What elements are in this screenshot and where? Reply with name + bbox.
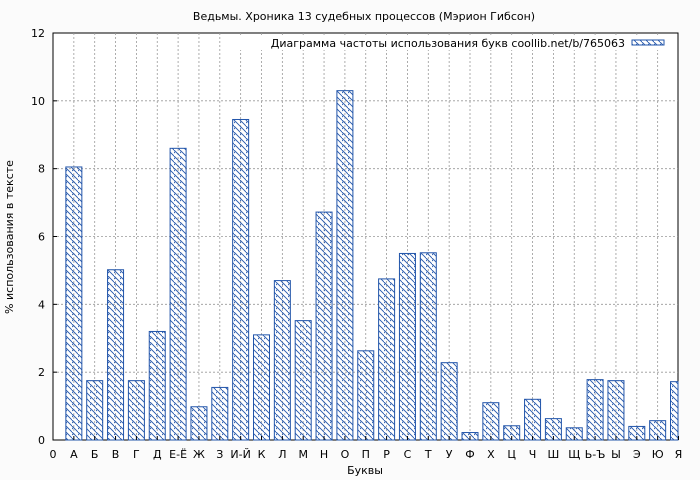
y-tick-label: 2 (38, 366, 45, 379)
bar (65, 166, 83, 441)
bar (482, 402, 500, 441)
bar (107, 269, 125, 441)
bar (315, 211, 333, 441)
x-tick-label: Ф (465, 448, 474, 461)
x-tick-label: К (258, 448, 266, 461)
bar (169, 147, 187, 441)
x-tick-label: Ю (652, 448, 664, 461)
x-tick-label: Э (633, 448, 641, 461)
y-tick-label: 6 (38, 231, 45, 244)
x-tick-label: Ж (193, 448, 205, 461)
y-tick-label: 0 (38, 434, 45, 447)
bar (190, 406, 208, 441)
legend-background (240, 36, 674, 50)
x-tick-label: 0 (50, 448, 57, 461)
x-tick-label: Ь-Ъ (585, 448, 606, 461)
x-tick-label: Ш (548, 448, 560, 461)
x-tick-label: М (298, 448, 308, 461)
x-tick-label: Т (424, 448, 432, 461)
x-tick-label: Х (487, 448, 495, 461)
legend-swatch (631, 39, 665, 46)
x-tick-label: З (216, 448, 223, 461)
x-tick-label: Г (133, 448, 140, 461)
bar (127, 380, 145, 441)
x-axis-ticks: 0 А Б В Г Д Е-Ё Ж З И-Й К Л М Н О П Р С Т У Ф Х Ц Ч Ш Щ Ь-Ъ Ы Э Ю Я (50, 436, 683, 461)
bar (419, 252, 437, 441)
y-tick-label: 10 (31, 95, 45, 108)
x-tick-label: Я (675, 448, 683, 461)
legend-label: Диаграмма частоты использования букв coo… (271, 37, 625, 50)
chart-title: Ведьмы. Хроника 13 судебных процессов (М… (193, 10, 535, 23)
x-tick-label: Д (153, 448, 162, 461)
bar (670, 381, 679, 441)
x-tick-label: Ы (611, 448, 621, 461)
bars-group (65, 90, 679, 441)
y-tick-label: 8 (38, 163, 45, 176)
bar (586, 379, 604, 441)
x-tick-label: И-Й (230, 448, 250, 461)
x-axis-label: Буквы (347, 464, 383, 477)
x-tick-label: Л (278, 448, 286, 461)
x-tick-label: Щ (568, 448, 580, 461)
bar (524, 398, 542, 441)
x-tick-label: О (341, 448, 350, 461)
bar (86, 380, 104, 441)
x-tick-label: А (70, 448, 78, 461)
x-tick-label: Н (320, 448, 328, 461)
x-tick-label: Р (383, 448, 390, 461)
x-tick-label: Ч (529, 448, 537, 461)
bar (378, 278, 396, 441)
y-axis-ticks: 0 2 4 6 8 10 12 (31, 27, 57, 447)
bar (294, 320, 312, 441)
legend: Диаграмма частоты использования букв coo… (240, 36, 674, 50)
x-tick-label: Ц (507, 448, 516, 461)
bar (273, 280, 291, 441)
x-tick-label: В (112, 448, 120, 461)
bar (398, 252, 416, 441)
x-tick-label: У (446, 448, 453, 461)
x-tick-label: Б (91, 448, 99, 461)
x-tick-label: С (404, 448, 412, 461)
bar (607, 380, 625, 441)
bar (232, 118, 250, 441)
x-tick-label: Е-Ё (169, 448, 187, 461)
x-tick-label: П (362, 448, 370, 461)
bar (440, 362, 458, 441)
bar (336, 90, 354, 441)
bar (357, 350, 375, 441)
y-tick-label: 4 (38, 298, 45, 311)
bar (211, 386, 229, 441)
y-tick-label: 12 (31, 27, 45, 40)
bar (253, 334, 270, 441)
bar (148, 330, 166, 441)
y-axis-label: % использования в тексте (3, 160, 16, 314)
